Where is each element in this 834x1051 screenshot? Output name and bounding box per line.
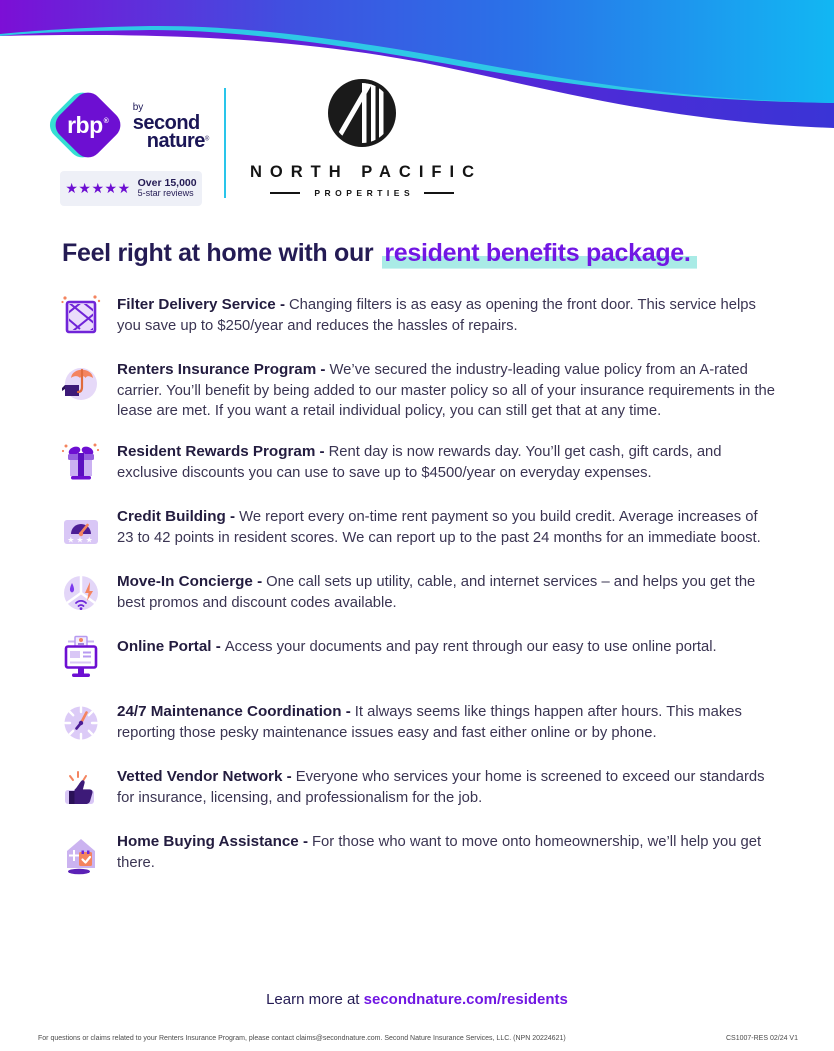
north-pacific-circle-icon: [328, 79, 396, 147]
list-item-vendor-network: Vetted Vendor Network - Everyone who serv…: [60, 765, 776, 811]
item-title: Resident Rewards Program -: [117, 442, 325, 460]
rbp-brand-block: rbp ® bysecond nature® ★★★★★ Over 15,000 …: [43, 86, 209, 206]
item-text: 24/7 Maintenance Coordination - It always…: [117, 700, 776, 746]
svg-text:★★★: ★★★: [67, 535, 95, 544]
benefits-list: Filter Delivery Service - Changing filter…: [60, 293, 776, 876]
review-count: Over 15,000: [137, 176, 197, 189]
brand-nature: nature: [146, 130, 206, 153]
logo-divider-line: [224, 88, 226, 198]
item-title: Home Buying Assistance -: [117, 832, 309, 850]
item-title: Online Portal -: [117, 637, 221, 655]
by-label: by: [132, 101, 144, 113]
item-description: One call sets up utility, cable, and int…: [117, 573, 756, 611]
rbp-diamond-logo-icon: rbp ®: [43, 86, 126, 164]
air-filter-icon: [61, 295, 101, 334]
logo-row: rbp ® bysecond nature® ★★★★★ Over 15,000 …: [0, 0, 834, 206]
learn-more-link[interactable]: secondnature.com/residents: [363, 991, 568, 1008]
rbp-logo: rbp ® bysecond nature®: [43, 86, 210, 164]
item-description: Rent day is now rewards day. You’ll get …: [117, 443, 722, 481]
utilities-icon: [64, 575, 98, 610]
header-wave-graphic: [0, 0, 834, 140]
review-count-text: Over 15,000 5-star reviews: [137, 176, 197, 199]
second-nature-wordmark: bysecond nature®: [133, 99, 210, 151]
brand-second: second: [132, 111, 201, 134]
item-title: Renters Insurance Program -: [117, 361, 326, 378]
item-title: Filter Delivery Service -: [117, 296, 285, 313]
item-description: For those who want to move onto homeowne…: [117, 833, 762, 871]
list-item-online-portal: Online Portal - Access your documents and…: [60, 635, 776, 681]
review-rating-badge: ★★★★★ Over 15,000 5-star reviews: [60, 171, 202, 206]
item-text: Resident Rewards Program - Rent day is no…: [117, 440, 776, 486]
heading-highlight: resident benefits package.: [382, 239, 697, 269]
item-description: We report every on-time rent payment so …: [117, 508, 761, 546]
item-text: Online Portal - Access your documents and…: [117, 635, 717, 681]
computer-monitor-icon: [64, 635, 98, 677]
item-text: Renters Insurance Program - We’ve secured…: [117, 358, 776, 421]
item-description: It always seems like things happen after…: [117, 703, 742, 741]
subtitle-left-line: [269, 192, 300, 194]
thumbs-up-icon: [65, 770, 94, 804]
item-text: Vetted Vendor Network - Everyone who serv…: [117, 765, 776, 811]
credit-gauge-icon: ★★★: [64, 519, 98, 544]
umbrella-icon: [62, 368, 97, 400]
nature-reg-mark: ®: [204, 137, 210, 144]
item-text: Move-In Concierge - One call sets up util…: [117, 570, 776, 616]
list-item-move-in-concierge: Move-In Concierge - One call sets up util…: [60, 570, 776, 616]
list-item-maintenance: 24/7 Maintenance Coordination - It always…: [60, 700, 776, 746]
property-subtitle-row: PROPERTIES: [269, 188, 455, 198]
item-text: Filter Delivery Service - Changing filter…: [117, 293, 776, 339]
item-description: Access your documents and pay rent throu…: [224, 638, 717, 655]
item-title: 24/7 Maintenance Coordination -: [117, 702, 351, 720]
item-text: Home Buying Assistance - For those who wa…: [117, 830, 776, 876]
item-description: We’ve secured the industry-leading value…: [117, 362, 776, 419]
learn-more-prefix: Learn more at: [266, 991, 360, 1008]
legal-disclaimer-text: For questions or claims related to your …: [38, 1035, 566, 1042]
learn-more-line: Learn more at secondnature.com/residents: [0, 991, 834, 1008]
fine-print-row: For questions or claims related to your …: [0, 1035, 834, 1051]
item-title: Credit Building -: [117, 507, 236, 525]
heading-prefix: Feel right at home with our: [62, 239, 374, 267]
house-check-icon: [67, 838, 95, 875]
property-company-name: NORTH PACIFIC: [249, 163, 483, 181]
rbp-logo-text: rbp ®: [67, 111, 109, 138]
north-pacific-logo: NORTH PACIFIC PROPERTIES: [244, 76, 480, 198]
subtitle-right-line: [424, 192, 455, 194]
list-item-credit-building: ★★★ Credit Building - We report every on-…: [60, 505, 776, 551]
page-title: Feel right at home with our resident bene…: [62, 239, 834, 269]
item-text: Credit Building - We report every on-time…: [117, 505, 776, 551]
clock-icon: [64, 706, 98, 740]
review-label: 5-star reviews: [137, 188, 194, 199]
item-title: Vetted Vendor Network -: [117, 767, 292, 785]
list-item-home-buying: Home Buying Assistance - For those who wa…: [60, 830, 776, 876]
list-item-renters-insurance: Renters Insurance Program - We’ve secured…: [60, 358, 776, 421]
list-item-resident-rewards: Resident Rewards Program - Rent day is no…: [60, 440, 776, 486]
item-title: Move-In Concierge -: [117, 572, 263, 590]
five-star-rating-icon: ★★★★★: [65, 180, 131, 196]
item-description: Everyone who services your home is scree…: [117, 768, 765, 806]
rbp-reg-mark: ®: [103, 117, 109, 125]
list-item-filter-delivery: Filter Delivery Service - Changing filter…: [60, 293, 776, 339]
item-description: Changing filters is as easy as opening t…: [117, 297, 756, 334]
document-code: CS1007-RES 02/24 V1: [726, 1035, 798, 1042]
gift-icon: [61, 443, 100, 480]
property-subtitle: PROPERTIES: [314, 188, 415, 198]
